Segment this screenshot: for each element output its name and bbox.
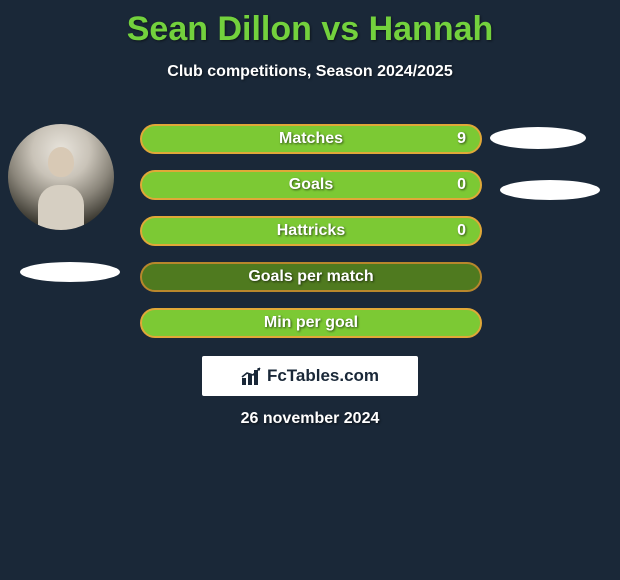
page-title: Sean Dillon vs Hannah: [0, 0, 620, 49]
stat-label: Goals per match: [248, 268, 373, 286]
player-right-avatar-placeholder: [490, 127, 586, 149]
stat-value: 0: [457, 222, 466, 240]
stat-label: Hattricks: [277, 222, 345, 240]
stat-bar: Matches 9: [140, 124, 482, 154]
stat-bar: Goals per match: [140, 262, 482, 292]
stats-bars: Matches 9 Goals 0 Hattricks 0 Goals per match M…: [140, 124, 482, 354]
subtitle: Club competitions, Season 2024/2025: [0, 63, 620, 81]
stat-label: Matches: [279, 130, 343, 148]
stat-value: 9: [457, 130, 466, 148]
player-left-avatar: [8, 124, 114, 230]
chart-icon: [241, 366, 263, 386]
date-text: 26 november 2024: [0, 410, 620, 428]
stat-bar: Min per goal: [140, 308, 482, 338]
stat-value: 0: [457, 176, 466, 194]
stat-label: Min per goal: [264, 314, 358, 332]
logo-text: FcTables.com: [267, 366, 379, 386]
stat-label: Goals: [289, 176, 333, 194]
stat-bar: Goals 0: [140, 170, 482, 200]
stat-bar: Hattricks 0: [140, 216, 482, 246]
fctables-logo: FcTables.com: [202, 356, 418, 396]
player-left-name-pill: [20, 262, 120, 282]
player-right-name-pill: [500, 180, 600, 200]
